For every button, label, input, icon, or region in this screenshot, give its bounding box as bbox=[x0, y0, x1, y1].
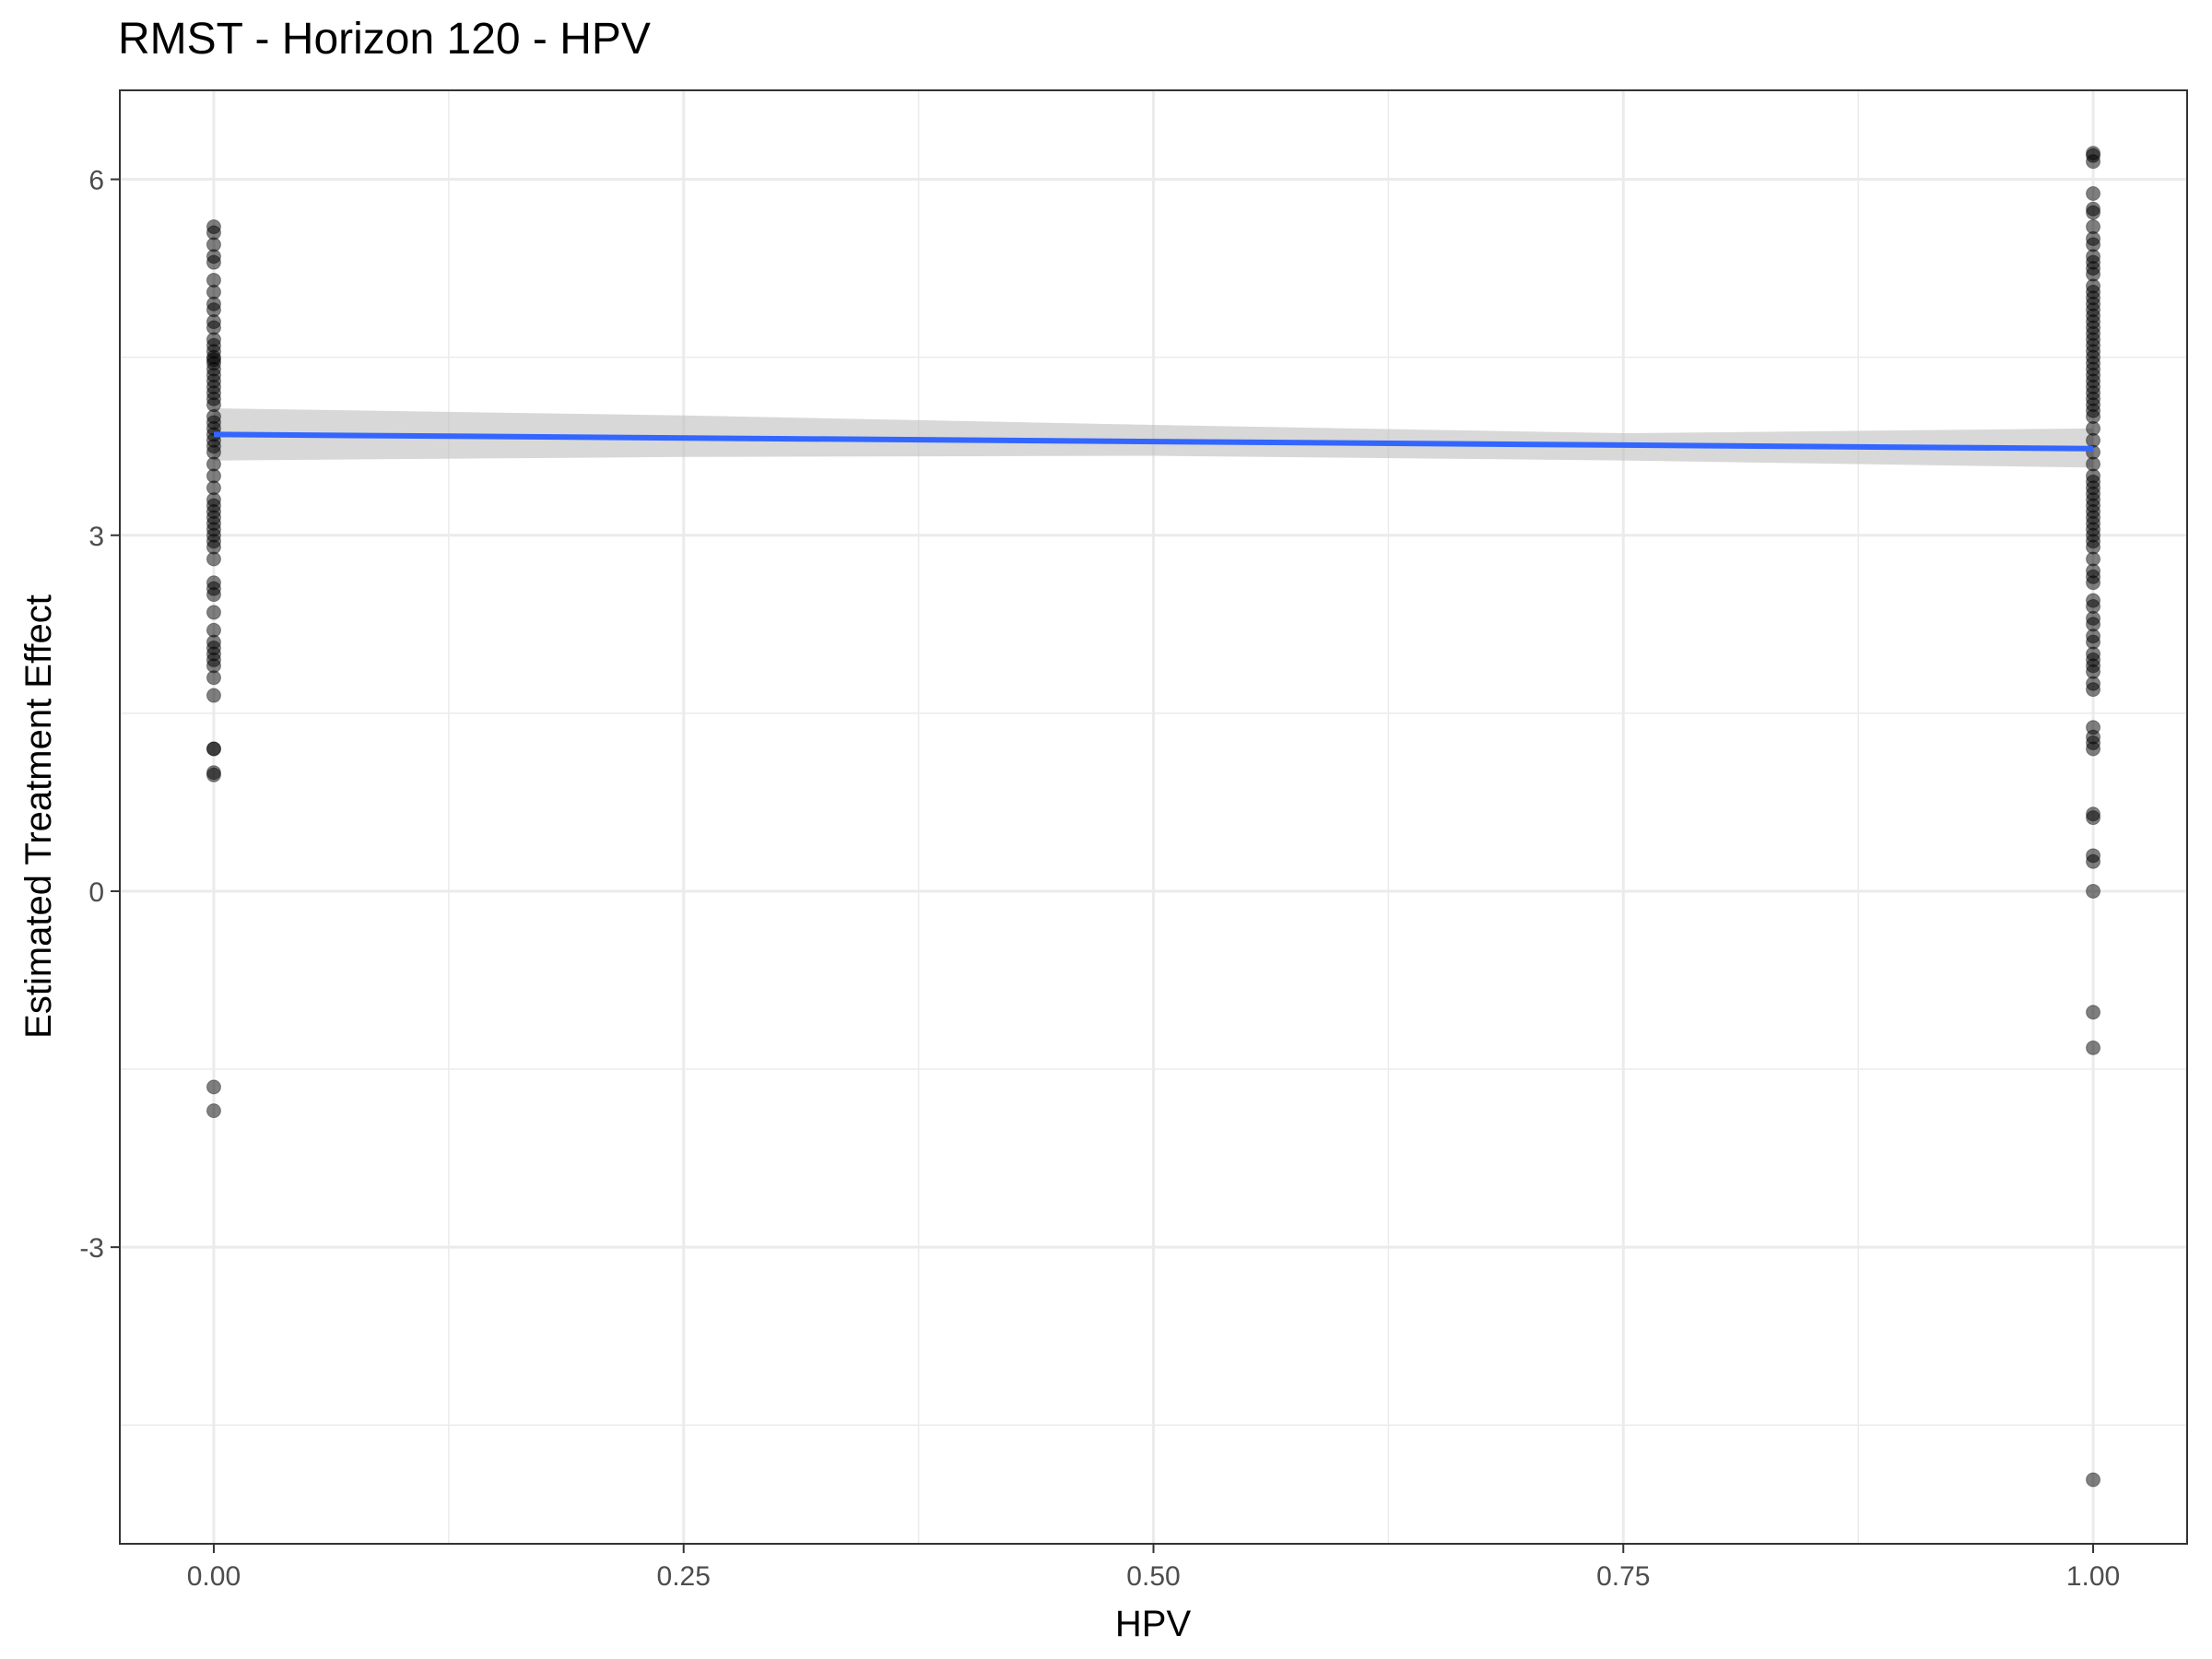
y-tick-label: 3 bbox=[88, 522, 104, 552]
data-point bbox=[2086, 575, 2101, 591]
y-axis: -3 0 3 6 bbox=[79, 166, 120, 1264]
y-tick-label: 6 bbox=[88, 166, 104, 196]
points-layer bbox=[206, 146, 2101, 1488]
x-tick-label: 1.00 bbox=[2066, 1561, 2120, 1592]
x-tick-label: 0.00 bbox=[187, 1561, 241, 1592]
data-point bbox=[206, 551, 221, 567]
x-tick-label: 0.25 bbox=[657, 1561, 711, 1592]
data-point bbox=[2086, 205, 2101, 220]
data-point bbox=[206, 688, 221, 703]
data-point bbox=[206, 352, 221, 368]
data-point bbox=[2086, 1005, 2101, 1020]
data-point bbox=[2086, 810, 2101, 826]
fit-line-layer bbox=[213, 431, 2094, 452]
data-point bbox=[2086, 154, 2101, 170]
data-point bbox=[206, 670, 221, 686]
data-point bbox=[2086, 853, 2101, 869]
data-point bbox=[206, 1079, 221, 1095]
x-tick-label: 0.50 bbox=[1126, 1561, 1180, 1592]
y-tick-label: 0 bbox=[88, 877, 104, 908]
fit-line bbox=[213, 431, 2094, 452]
data-point bbox=[2086, 883, 2101, 899]
data-point bbox=[2086, 185, 2101, 201]
data-point bbox=[2086, 1472, 2101, 1488]
data-point bbox=[206, 510, 221, 525]
x-tick-label: 0.75 bbox=[1596, 1561, 1650, 1592]
data-point bbox=[206, 587, 221, 603]
data-point bbox=[206, 741, 221, 757]
data-point bbox=[2086, 682, 2101, 698]
x-axis-title: HPV bbox=[1115, 1604, 1192, 1644]
data-point bbox=[2086, 741, 2101, 757]
data-point bbox=[206, 254, 221, 270]
confidence-band-layer bbox=[213, 408, 2094, 468]
data-point bbox=[2086, 1040, 2101, 1055]
chart-title: RMST - Horizon 120 - HPV bbox=[118, 15, 651, 64]
y-axis-title: Estimated Treatment Effect bbox=[18, 594, 59, 1039]
data-point bbox=[206, 605, 221, 620]
data-point bbox=[206, 1103, 221, 1119]
confidence-band bbox=[213, 408, 2094, 468]
x-axis: 0.00 0.25 0.50 0.75 1.00 bbox=[187, 1544, 2120, 1592]
data-point bbox=[206, 767, 221, 782]
y-tick-label: -3 bbox=[79, 1233, 104, 1264]
